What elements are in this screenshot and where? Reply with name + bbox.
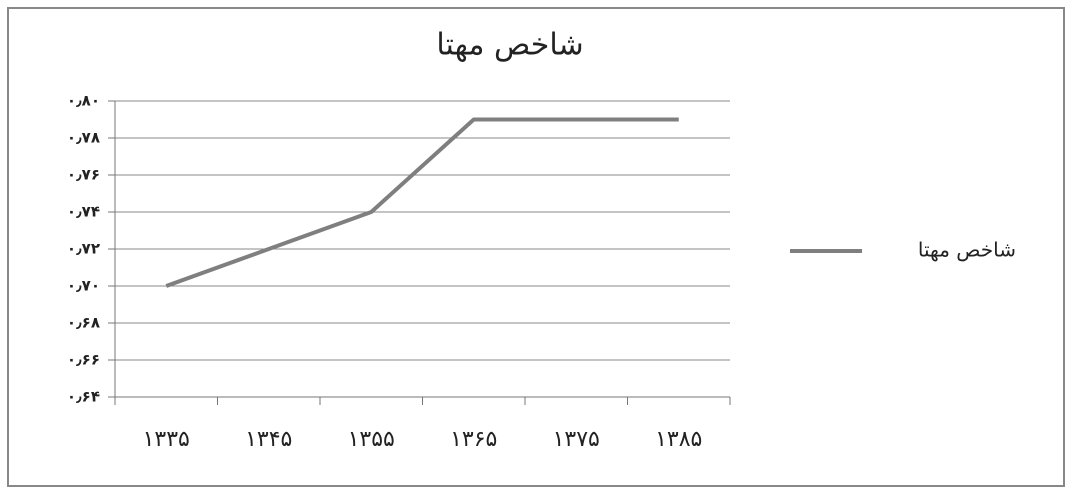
y-tick-label: ۰٫۷۶ [67, 166, 100, 184]
y-tick-label: ۰٫۶۴ [67, 388, 100, 406]
chart-frame [7, 7, 1065, 487]
x-tick-label: ۱۳۸۵ [655, 427, 702, 452]
series-line [165, 117, 679, 288]
y-tick-label: ۰٫۸۰ [67, 92, 100, 110]
x-tick-label: ۱۳۷۵ [553, 427, 600, 452]
legend-label: شاخص مهتا [918, 238, 1016, 262]
x-tick-label: ۱۳۳۵ [143, 427, 190, 452]
chart-title: شاخص مهتا [436, 28, 583, 63]
y-tick-label: ۰٫۶۶ [67, 351, 100, 369]
y-tick-label: ۰٫۷۲ [67, 240, 100, 258]
y-tick-label: ۰٫۷۰ [67, 277, 100, 295]
x-tick-label: ۱۳۴۵ [245, 427, 292, 452]
y-tick-label: ۰٫۷۴ [67, 203, 100, 221]
x-tick-label: ۱۳۵۵ [348, 427, 395, 452]
y-tick-label: ۰٫۷۸ [67, 129, 100, 147]
y-tick-label: ۰٫۶۸ [67, 314, 100, 332]
x-tick-label: ۱۳۶۵ [450, 427, 497, 452]
